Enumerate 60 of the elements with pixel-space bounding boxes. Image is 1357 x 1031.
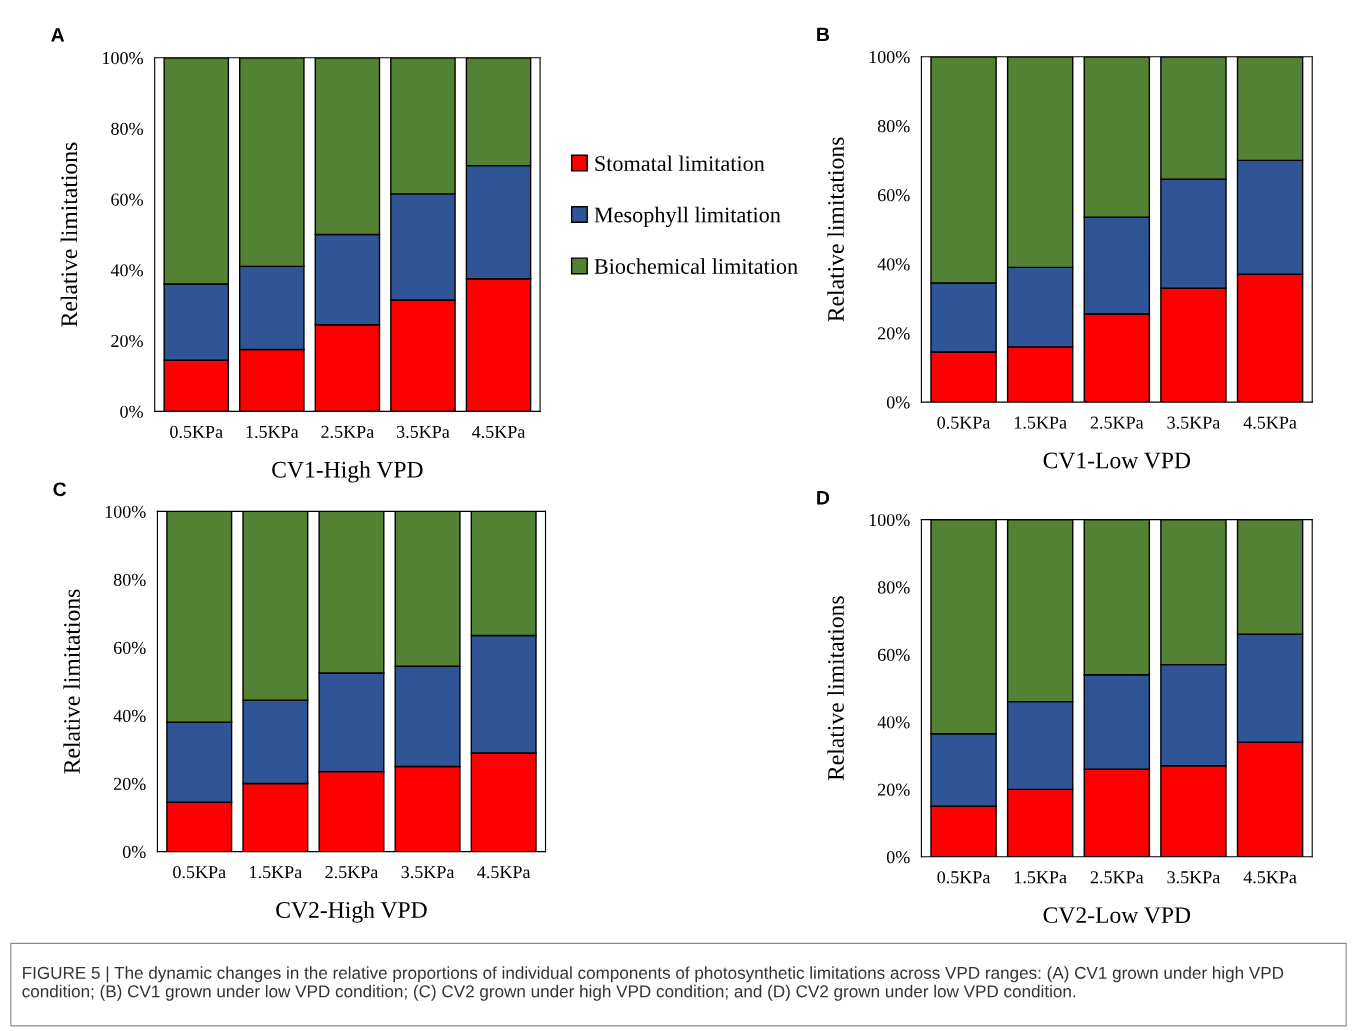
x-tick-label: 3.5KPa	[401, 866, 455, 879]
y-tick-label: 80%	[111, 122, 143, 135]
x-tick-label: 4.5KPa	[1243, 871, 1297, 884]
x-tick-label: 3.5KPa	[1167, 871, 1221, 884]
x-axis-title: CV2-High VPD	[276, 901, 427, 923]
y-tick-label: 80%	[877, 581, 910, 594]
x-tick-label: 0.5KPa	[173, 866, 226, 879]
y-tick-label: 60%	[877, 189, 910, 202]
x-axis-title: CV1-High VPD	[272, 461, 423, 483]
y-tick-label: 100%	[105, 505, 146, 518]
x-tick-label: 1.5KPa	[1014, 416, 1067, 429]
chart-title: D	[817, 491, 830, 505]
x-tick-label: 4.5KPa	[472, 425, 526, 439]
legend-label: Stomatal limitation	[595, 155, 765, 172]
x-axis-title: CV2-Low VPD	[1043, 907, 1191, 924]
y-tick-label: 100%	[869, 513, 910, 527]
y-tick-label: 0%	[886, 396, 910, 409]
legend-label: Mesophyll limitation	[594, 206, 781, 228]
x-tick-label: 3.5KPa	[1167, 416, 1221, 429]
x-tick-label: 0.5KPa	[937, 416, 991, 429]
y-tick-label: 0%	[886, 851, 910, 864]
y-tick-label: 60%	[111, 193, 143, 206]
y-axis-title: Relative limitations	[63, 589, 80, 774]
x-tick-label: 0.5KPa	[937, 871, 991, 884]
x-tick-label: 4.5KPa	[1243, 416, 1297, 429]
y-tick-label: 20%	[877, 783, 910, 796]
x-tick-label: 1.5KPa	[1014, 871, 1067, 884]
y-tick-label: 40%	[877, 258, 910, 271]
x-tick-label: 2.5KPa	[1090, 871, 1144, 884]
chart-title: A	[51, 28, 65, 42]
x-tick-label: 0.5KPa	[170, 425, 223, 439]
y-tick-label: 60%	[877, 648, 910, 661]
y-tick-label: 100%	[103, 51, 143, 65]
x-tick-label: 2.5KPa	[1090, 416, 1144, 429]
caption: FIGURE 5 | The dynamic changes in the relative proportions of individual components of photosynthetic limitations across VPD ranges: (A) CV1 grown under high VPD condition; (B) CV1 grown under low VPD condition; (C) CV2 grown under high VPD condition; and (D) CV2 grown under low VPD condition.	[22, 966, 1284, 1001]
y-tick-label: 0%	[120, 405, 143, 418]
y-tick-label: 40%	[113, 709, 146, 723]
chart-title: B	[817, 27, 830, 42]
y-tick-label: 100%	[869, 50, 910, 64]
y-tick-label: 40%	[110, 264, 143, 277]
y-tick-label: 60%	[113, 641, 146, 654]
y-tick-label: 20%	[111, 334, 143, 348]
y-tick-label: 40%	[877, 716, 910, 729]
x-tick-label: 2.5KPa	[321, 425, 374, 439]
y-tick-label: 20%	[114, 777, 146, 791]
x-tick-label: 2.5KPa	[325, 866, 379, 879]
y-tick-label: 80%	[877, 120, 910, 133]
x-tick-label: 1.5KPa	[250, 866, 302, 879]
y-axis-title: Relative limitations	[60, 142, 78, 327]
y-axis-title: Relative limitations	[827, 596, 844, 781]
x-tick-label: 4.5KPa	[477, 866, 531, 879]
y-tick-label: 20%	[877, 327, 910, 340]
x-tick-label: 3.5KPa	[396, 425, 450, 439]
legend-label: Biochemical limitation	[594, 258, 798, 274]
y-tick-label: 0%	[122, 845, 146, 859]
y-axis-title: Relative limitations	[827, 137, 844, 322]
x-axis-title: CV1-Low VPD	[1043, 452, 1191, 469]
y-tick-label: 80%	[113, 573, 146, 586]
chart-title: C	[53, 482, 67, 497]
x-tick-label: 1.5KPa	[246, 425, 299, 439]
